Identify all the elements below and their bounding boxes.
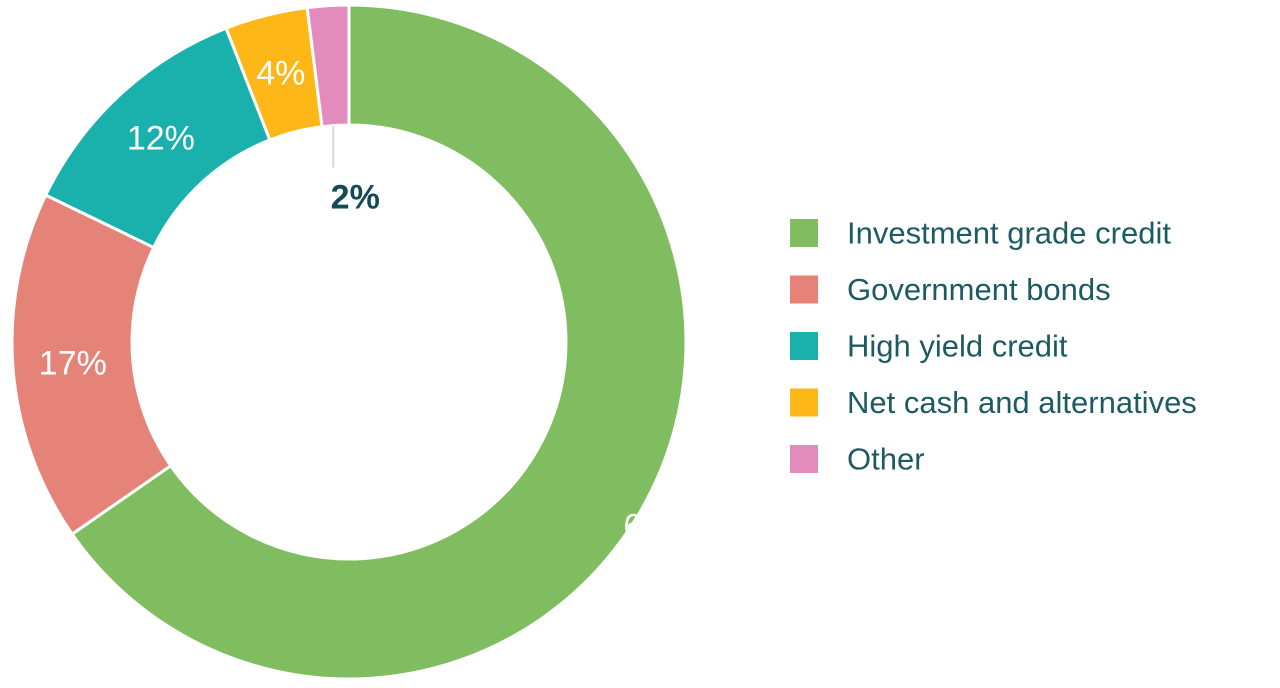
slice-other bbox=[305, 3, 351, 129]
slice-label-government-bonds: 17% bbox=[39, 345, 107, 383]
legend-swatch-high-yield-credit bbox=[790, 332, 818, 360]
slice-label-other: 2% bbox=[331, 179, 380, 217]
legend-label-high-yield-credit: High yield credit bbox=[847, 329, 1068, 364]
legend-swatch-government-bonds bbox=[790, 275, 818, 304]
slice-investment-grade-credit bbox=[70, 3, 688, 681]
slice-label-investment-grade-credit: 66% bbox=[623, 507, 691, 545]
legend-label-investment-grade-credit: Investment grade credit bbox=[847, 216, 1171, 251]
chart-legend: Investment grade credit Government bonds H… bbox=[790, 216, 1197, 477]
legend-label-government-bonds: Government bonds bbox=[847, 272, 1111, 307]
slice-label-high-yield-credit: 12% bbox=[127, 120, 195, 158]
slice-label-net-cash-and-alternatives: 4% bbox=[256, 55, 305, 93]
legend-label-net-cash-and-alternatives: Net cash and alternatives bbox=[847, 385, 1197, 420]
legend-swatch-other bbox=[790, 445, 818, 473]
slice-government-bonds bbox=[10, 193, 173, 537]
donut-slices bbox=[10, 3, 688, 681]
legend-swatch-net-cash-and-alternatives bbox=[790, 388, 818, 417]
legend-label-other: Other bbox=[847, 442, 925, 477]
legend-swatch-investment-grade-credit bbox=[790, 219, 818, 247]
slice-labels: 66% 17% 12% 4% 2% bbox=[39, 55, 692, 546]
